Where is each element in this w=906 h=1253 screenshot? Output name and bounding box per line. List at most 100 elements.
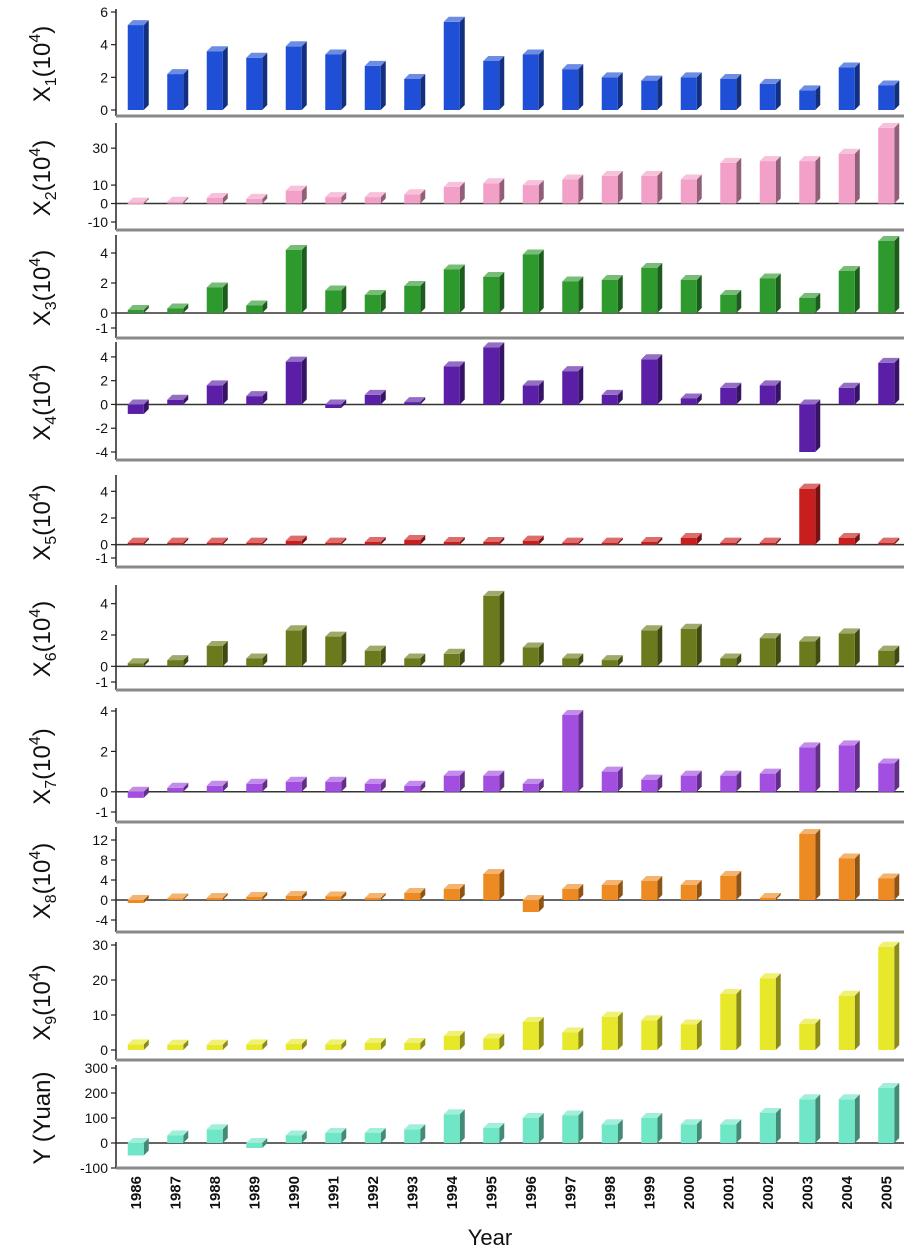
bar-top [601,275,623,280]
bar-1997 [562,64,584,110]
bar-side [854,853,860,900]
bar-front [562,69,579,110]
bar-top [878,236,900,241]
bar-side [183,1039,189,1050]
y-tick-label: 4 [100,245,108,261]
bar-side [578,276,584,313]
bar-side [894,537,900,545]
bar-side [380,893,386,900]
bar-side [380,778,386,792]
bar-top [404,1038,426,1043]
bar-top [127,399,149,405]
bar-side [222,893,228,900]
bar-side [380,192,386,204]
bar-front [601,771,618,792]
bar-side [538,535,544,545]
bar-2003 [799,293,821,313]
bar-top [404,653,426,659]
bar-front [799,404,816,452]
bar-side [775,156,781,204]
bar-front [641,268,658,313]
bar-front [680,398,697,405]
bar-1988 [206,193,228,204]
bar-side [262,892,268,900]
bar-top [364,537,386,542]
bar-side [657,354,663,405]
bar-side [341,192,347,204]
bar-front [443,889,460,900]
bar-2002 [759,78,781,110]
bar-front [720,1124,737,1143]
panel-2: -10 0 10 30 X2(104) [27,122,904,232]
bar-top [878,357,900,363]
bar-top [641,876,663,881]
bar-top [206,193,228,198]
bar-2004 [838,148,860,204]
bar-top [325,399,347,405]
bar-front [285,540,302,545]
bar-2000 [680,275,702,313]
bar-front [759,278,776,313]
bar-front [522,254,539,313]
bar-1989 [246,391,268,405]
bar-1989 [246,892,268,900]
bar-front [878,878,895,900]
bar-front [680,885,697,900]
bar-side [499,56,505,110]
bar-2005 [878,80,900,110]
bar-front [522,647,539,667]
bar-top [443,537,465,542]
bar-top [246,778,268,784]
bar-front [601,660,618,667]
bar-top [246,300,268,306]
bar-top [206,1039,228,1045]
bar-top [641,263,663,268]
bar-1995 [483,342,505,405]
bar-1988 [206,282,228,313]
bar-top [522,380,544,386]
bar-top [483,342,505,348]
bar-front [720,295,737,313]
bar-top [325,891,347,897]
bar-top [838,990,860,996]
bar-2002 [759,768,781,792]
bar-top [720,1119,742,1125]
bar-1996 [522,249,544,313]
x-tick-label-1990: 1990 [286,1176,303,1209]
bar-top [601,766,623,772]
bar-side [459,648,465,667]
bar-1995 [483,1123,505,1143]
bar-side [499,272,505,313]
bar-side [657,1113,663,1143]
bar-side [380,290,386,313]
bar-side [143,786,149,798]
bar-1993 [404,1124,426,1143]
panel-9: 0 10 20 30 X9(104) [27,937,904,1062]
bar-top [246,1039,268,1045]
y-tick-label: -1 [96,674,109,690]
bar-top [680,623,702,629]
bar-top [364,60,386,66]
bar-side [459,361,465,405]
bar-side [262,193,268,204]
bar-side [657,537,663,545]
bar-side [341,49,347,110]
bar-front [878,650,895,667]
bar-1998 [601,766,623,792]
bar-front [601,280,618,313]
bar-2000 [680,623,702,667]
bar-top [720,157,742,163]
bar-2002 [759,633,781,667]
y-tick-label: 0 [100,537,108,553]
bar-1997 [562,710,584,792]
bar-1990 [285,41,307,110]
bar-side [696,1019,702,1050]
y-tick-label: 0 [100,396,108,412]
y-axis-label: X2(104) [27,140,60,217]
bar-side [696,275,702,313]
bar-side [143,1138,149,1156]
bar-1994 [443,181,465,204]
bar-front [759,638,776,667]
bar-side [894,236,900,313]
bar-top [601,72,623,78]
